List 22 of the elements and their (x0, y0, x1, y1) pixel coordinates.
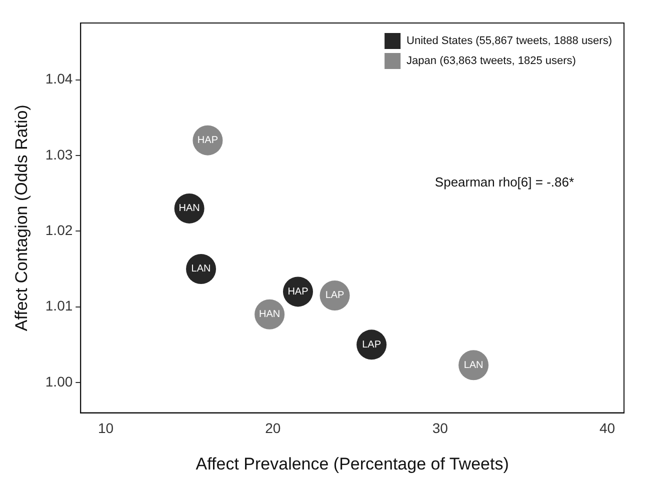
x-tick-label: 40 (599, 420, 616, 436)
x-tick-label: 10 (98, 420, 114, 436)
data-label: HAP (288, 286, 309, 298)
data-label: LAN (464, 360, 484, 371)
y-tick-label: 1.02 (45, 222, 73, 238)
data-label: HAN (178, 203, 200, 214)
y-tick-label: 1.01 (45, 298, 73, 314)
data-label: LAP (362, 339, 382, 350)
y-axis-title: Affect Contagion (Odds Ratio) (12, 104, 31, 332)
y-tick-label: 1.00 (45, 373, 73, 390)
data-label: HAP (197, 135, 218, 146)
annotation: Spearman rho[6] = -.86* (434, 174, 574, 190)
legend-label: Japan (63,863 tweets, 1825 users) (406, 55, 576, 68)
x-tick-label: 20 (265, 420, 281, 436)
legend-label: United States (55,867 tweets, 1888 users) (406, 35, 612, 48)
x-axis-title: Affect Prevalence (Percentage of Tweets) (196, 454, 509, 474)
x-tick-label: 30 (432, 420, 448, 436)
y-tick-label: 1.04 (45, 70, 73, 87)
y-tick-label: 1.03 (45, 146, 73, 162)
data-label: HAN (259, 309, 280, 320)
data-label: LAN (191, 264, 211, 275)
data-label: LAP (325, 290, 345, 302)
